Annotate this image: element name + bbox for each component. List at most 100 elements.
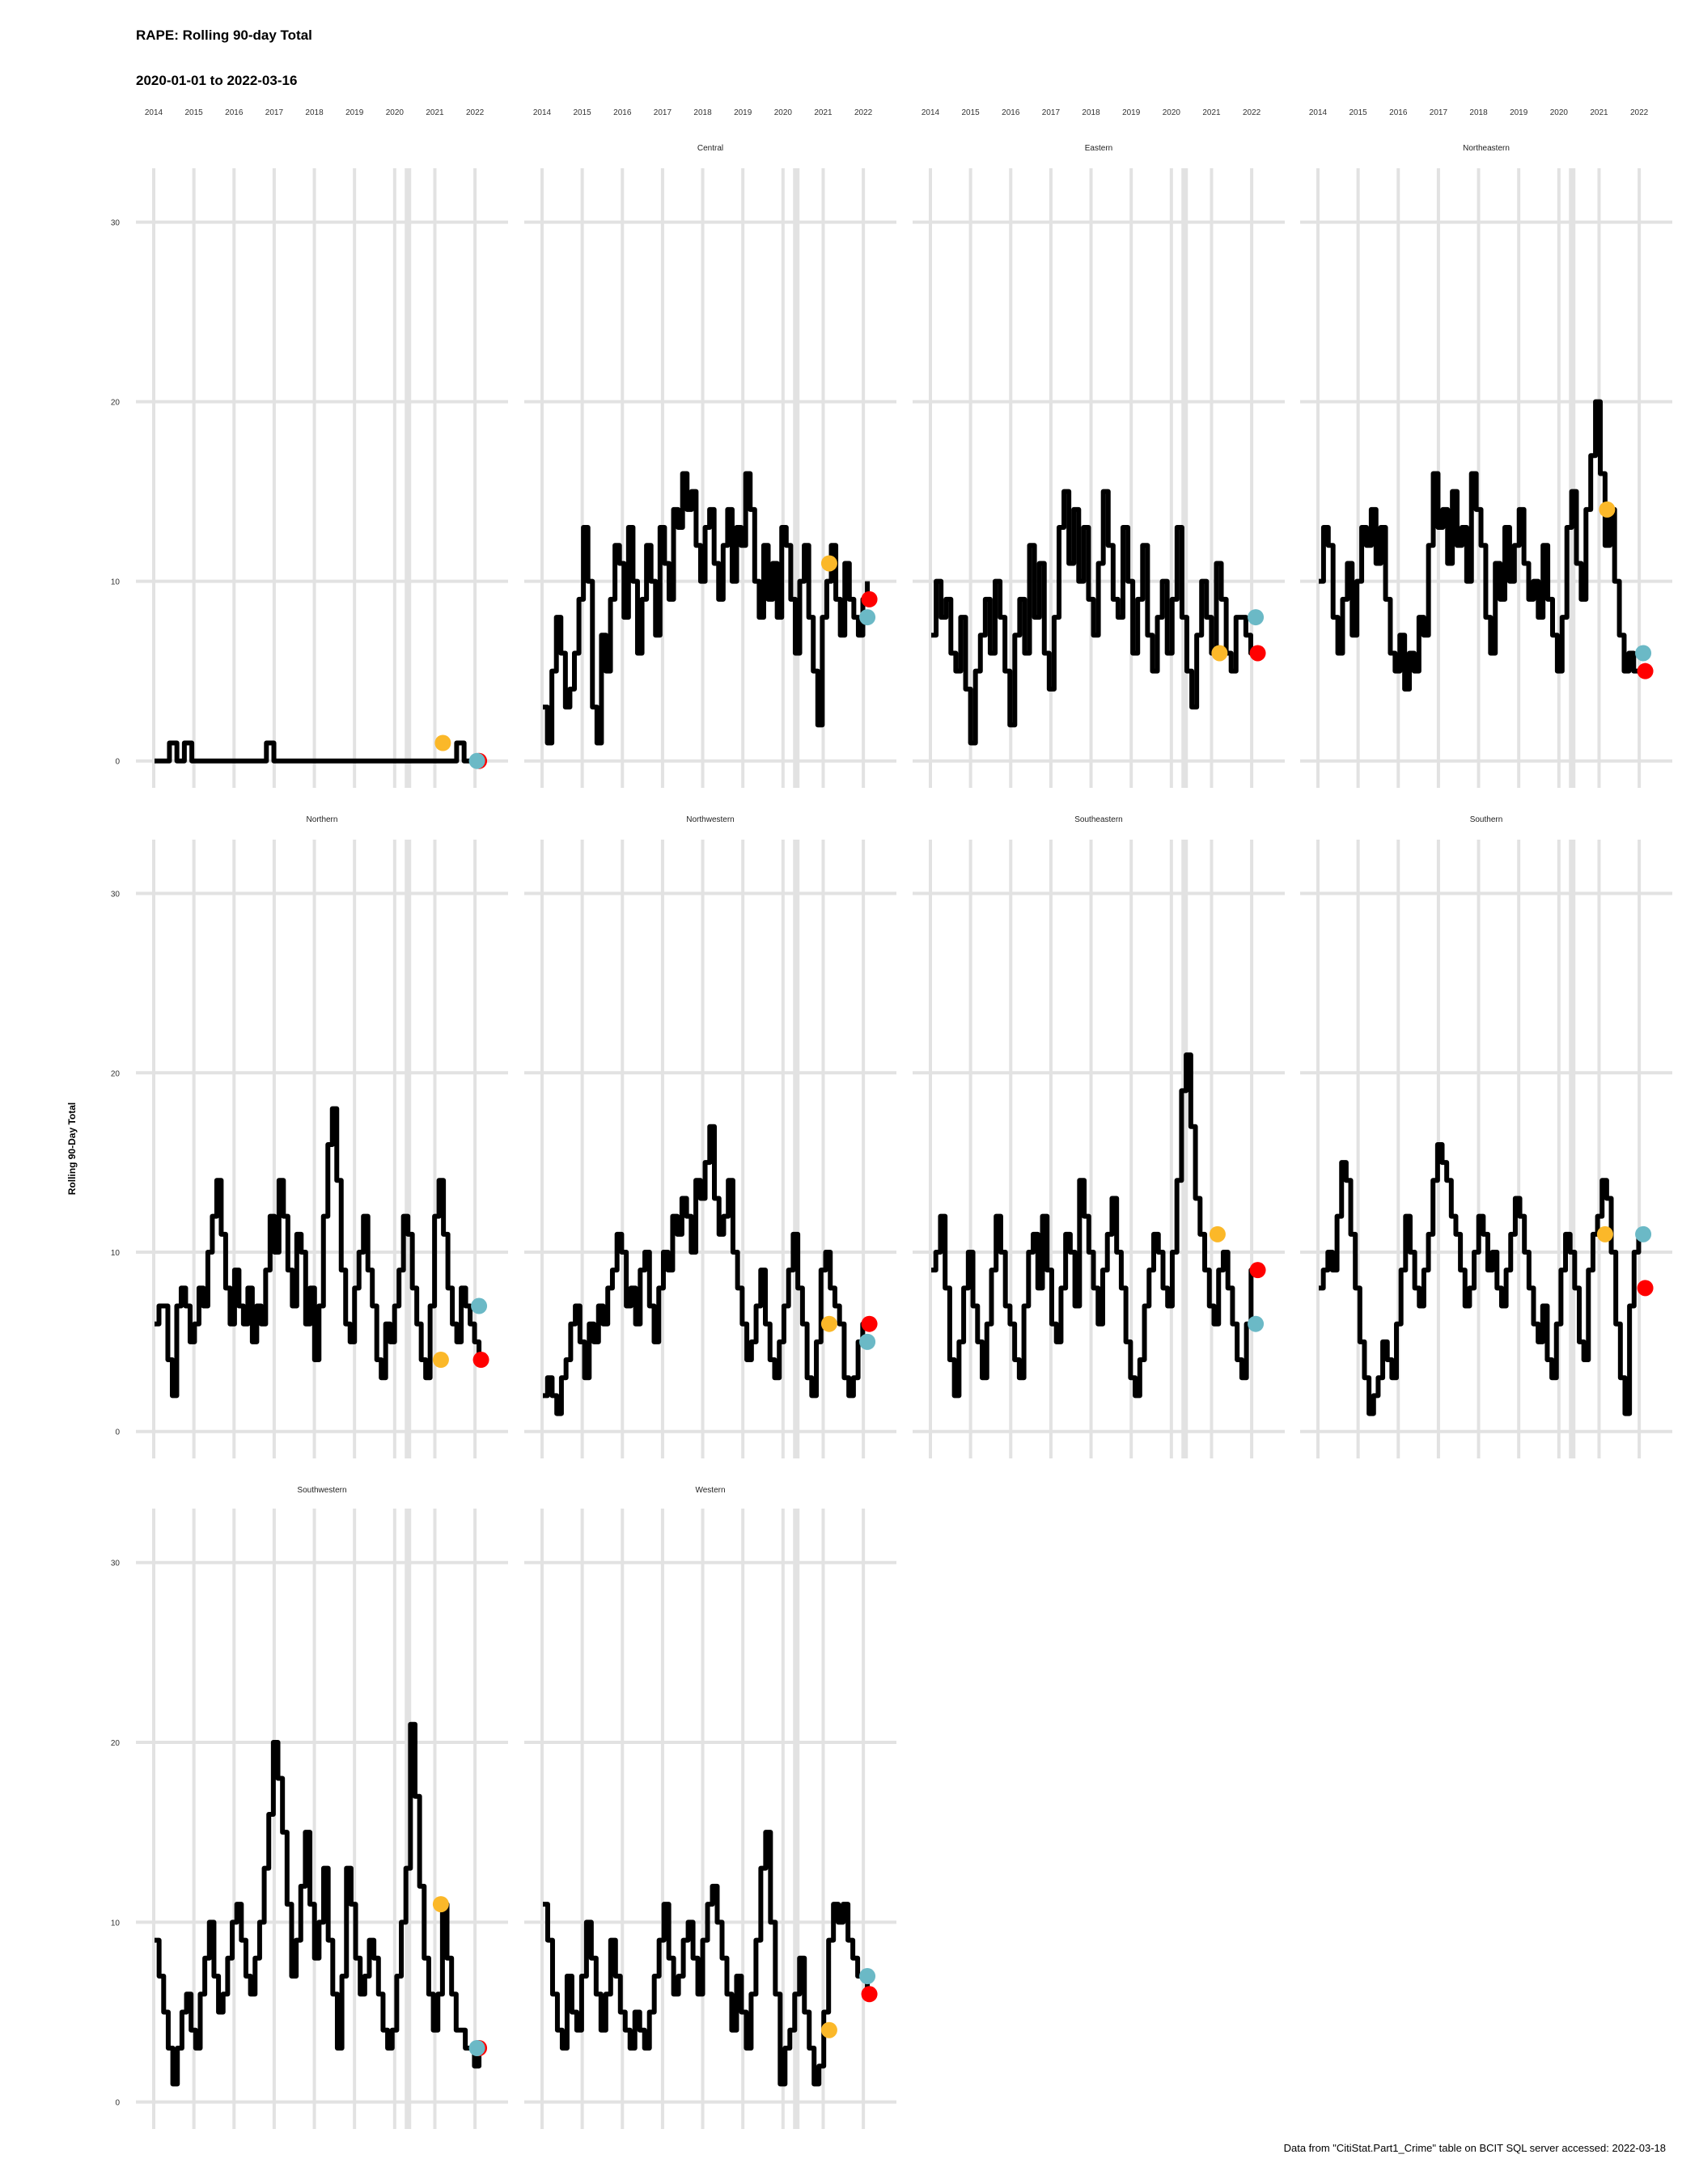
x-tick-label: 2018 xyxy=(693,108,712,117)
marker-point xyxy=(1249,1262,1266,1279)
series-line xyxy=(930,489,1256,746)
marker-point xyxy=(820,1315,837,1332)
x-tick-label: 2017 xyxy=(1042,108,1061,117)
x-tick-label: 2019 xyxy=(734,108,752,117)
panel-title: Southwestern xyxy=(297,1486,346,1495)
shaded-band xyxy=(1569,168,1576,788)
marker-point xyxy=(1209,1225,1226,1242)
marker-point xyxy=(859,609,876,626)
series-line xyxy=(1318,399,1644,692)
y-tick-label: 10 xyxy=(111,1919,121,1928)
x-tick-label: 2016 xyxy=(1002,108,1020,117)
y-tick-label: 10 xyxy=(111,578,121,587)
y-tick-label: 10 xyxy=(111,1249,121,1258)
x-tick-label: 2021 xyxy=(1202,108,1221,117)
x-tick-label: 2020 xyxy=(1550,108,1569,117)
x-tick-label: 2019 xyxy=(1510,108,1528,117)
marker-point xyxy=(432,1352,449,1369)
series-line xyxy=(154,740,480,764)
y-tick-label: 20 xyxy=(111,1069,121,1078)
x-tick-label: 2022 xyxy=(466,108,485,117)
shaded-band xyxy=(405,840,412,1458)
panel-title: Western xyxy=(695,1486,725,1495)
shaded-band xyxy=(1181,840,1188,1458)
shaded-band xyxy=(405,1509,412,2129)
x-tick-label: 2017 xyxy=(1430,108,1448,117)
marker-point xyxy=(861,1315,878,1332)
y-tick-label: 30 xyxy=(111,1560,121,1568)
series-line xyxy=(542,471,871,746)
x-tick-label: 2018 xyxy=(1469,108,1488,117)
y-tick-label: 30 xyxy=(111,891,121,899)
marker-point xyxy=(468,752,485,769)
x-tick-label: 2019 xyxy=(345,108,364,117)
x-tick-label: 2022 xyxy=(1243,108,1261,117)
x-tick-label: 2016 xyxy=(1389,108,1408,117)
x-tick-label: 2020 xyxy=(1163,108,1181,117)
marker-point xyxy=(1637,1280,1654,1297)
x-tick-label: 2015 xyxy=(962,108,981,117)
x-tick-label: 2021 xyxy=(426,108,444,117)
y-tick-label: 0 xyxy=(115,2099,120,2108)
x-tick-label: 2015 xyxy=(185,108,204,117)
marker-point xyxy=(472,1352,489,1369)
marker-point xyxy=(1248,1315,1265,1332)
y-tick-label: 0 xyxy=(115,1428,120,1437)
panel-title: Eastern xyxy=(1085,144,1112,153)
series-line xyxy=(542,1124,868,1416)
x-tick-label: 2019 xyxy=(1122,108,1141,117)
x-tick-label: 2015 xyxy=(1349,108,1368,117)
series-line xyxy=(154,1721,482,2087)
panel-title: Northern xyxy=(307,815,338,824)
x-tick-label: 2022 xyxy=(854,108,873,117)
x-tick-label: 2021 xyxy=(814,108,833,117)
series-line xyxy=(154,1106,482,1399)
marker-point xyxy=(1596,1225,1613,1242)
chart-subtitle: 2020-01-01 to 2022-03-16 xyxy=(136,73,298,88)
x-tick-label: 2017 xyxy=(265,108,284,117)
shaded-band xyxy=(793,840,800,1458)
marker-point xyxy=(820,555,837,572)
x-tick-label: 2014 xyxy=(1309,108,1328,117)
shaded-band xyxy=(793,168,800,788)
x-tick-label: 2017 xyxy=(654,108,672,117)
x-tick-label: 2014 xyxy=(145,108,163,117)
shaded-band xyxy=(793,1509,800,2129)
x-tick-label: 2016 xyxy=(613,108,632,117)
x-tick-label: 2014 xyxy=(922,108,940,117)
shaded-band xyxy=(1181,168,1188,788)
y-tick-label: 20 xyxy=(111,399,121,408)
x-tick-label: 2018 xyxy=(305,108,324,117)
y-tick-label: 20 xyxy=(111,1739,121,1748)
shaded-band xyxy=(1569,840,1576,1458)
x-tick-label: 2016 xyxy=(225,108,244,117)
marker-point xyxy=(468,2039,485,2056)
series-line xyxy=(930,1052,1256,1399)
marker-point xyxy=(861,1986,878,2003)
panel-title: Northeastern xyxy=(1463,144,1510,153)
marker-point xyxy=(1248,609,1265,626)
series-line xyxy=(1318,1141,1644,1416)
panel-title: Southern xyxy=(1470,815,1503,824)
marker-point xyxy=(859,1968,876,1985)
x-tick-label: 2018 xyxy=(1082,108,1100,117)
marker-point xyxy=(471,1297,488,1314)
x-tick-label: 2015 xyxy=(574,108,592,117)
x-tick-label: 2022 xyxy=(1630,108,1649,117)
marker-point xyxy=(1637,662,1654,679)
marker-point xyxy=(861,590,878,607)
y-tick-label: 0 xyxy=(115,758,120,767)
chart-caption: Data from "CitiStat.Part1_Crime" table o… xyxy=(1283,2142,1666,2154)
marker-point xyxy=(1599,501,1616,518)
series-line xyxy=(542,1830,871,2087)
y-axis-label: Rolling 90-Day Total xyxy=(66,1103,78,1195)
panel-title: Southeastern xyxy=(1074,815,1123,824)
shaded-band xyxy=(405,168,412,788)
marker-point xyxy=(432,1896,449,1913)
x-tick-label: 2014 xyxy=(533,108,552,117)
marker-point xyxy=(1635,1225,1652,1242)
marker-point xyxy=(1211,645,1228,662)
marker-point xyxy=(820,2021,837,2038)
x-tick-label: 2020 xyxy=(386,108,405,117)
